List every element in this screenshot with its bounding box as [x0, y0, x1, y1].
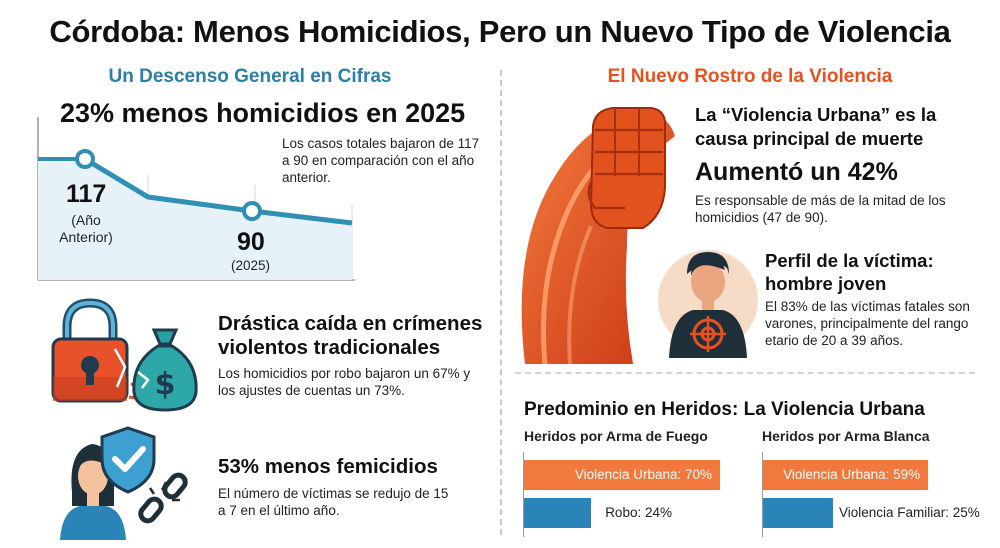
bar-knife-urban: Violencia Urbana: 59%	[763, 460, 929, 490]
block-femicides-title: 53% menos femicidios	[218, 455, 438, 478]
value-current: 90	[237, 228, 265, 256]
chart-area	[38, 159, 352, 280]
headline-stat: 23% menos homicidios en 2025	[60, 98, 466, 128]
chart-series-line	[83, 156, 353, 226]
urban-violence-text: Es responsable de más de la mitad de los…	[695, 193, 946, 225]
label-previous: (Año Anterior)	[59, 212, 113, 245]
value-previous: 117	[66, 180, 107, 208]
bar-firearm-robbery-label: Robo: 24%	[605, 505, 672, 520]
firearm-chart-axis	[523, 452, 524, 537]
man-target-icon	[658, 250, 758, 358]
shield-check-icon	[100, 426, 156, 494]
urban-violence-title: La “Violencia Urbana” es la causa princi…	[695, 104, 937, 149]
padlock-icon	[51, 298, 144, 403]
bar-knife-family-label: Violencia Familiar: 25%	[839, 505, 980, 520]
homicide-line-chart	[37, 117, 355, 281]
bar-firearm-urban: Violencia Urbana: 70%	[524, 460, 720, 490]
broken-chain-icon	[138, 472, 188, 524]
knife-chart-axis	[762, 452, 763, 537]
victim-profile-text: El 83% de las víctimas fatales son varon…	[765, 299, 970, 348]
bar-knife-family	[763, 498, 833, 528]
firearm-chart-title: Heridos por Arma de Fuego	[524, 428, 708, 444]
label-current: (2025)	[231, 258, 271, 273]
raised-fist-icon	[521, 107, 675, 365]
money-bag-icon: $	[132, 328, 198, 412]
urban-violence-increase: Aumentó un 42%	[695, 158, 898, 186]
block-traditional-crimes-title: Drástica caída en crímenes violentos tra…	[218, 312, 483, 359]
victim-profile-title: Perfil de la víctima: hombre joven	[765, 250, 934, 294]
main-title: Córdoba: Menos Homicidios, Pero un Nuevo…	[49, 14, 951, 49]
right-heading: El Nuevo Rostro de la Violencia	[607, 66, 893, 87]
left-heading: Un Descenso General en Cifras	[108, 66, 392, 87]
knife-chart-title: Heridos por Arma Blanca	[762, 428, 930, 444]
chart-point-1	[242, 201, 262, 221]
block-femicides-text: El número de víctimas se redujo de 15 a …	[218, 486, 449, 518]
svg-text:$: $	[155, 367, 176, 402]
bar-firearm-robbery	[524, 498, 592, 528]
vertical-divider	[500, 70, 502, 535]
chart-point-0	[75, 149, 95, 169]
chart-description: Los casos totales bajaron de 117 a 90 en…	[282, 136, 480, 185]
block-traditional-crimes-text: Los homicidios por robo bajaron un 67% y…	[218, 366, 471, 398]
wounded-title: Predominio en Heridos: La Violencia Urba…	[524, 399, 925, 420]
horizontal-divider	[515, 372, 975, 374]
